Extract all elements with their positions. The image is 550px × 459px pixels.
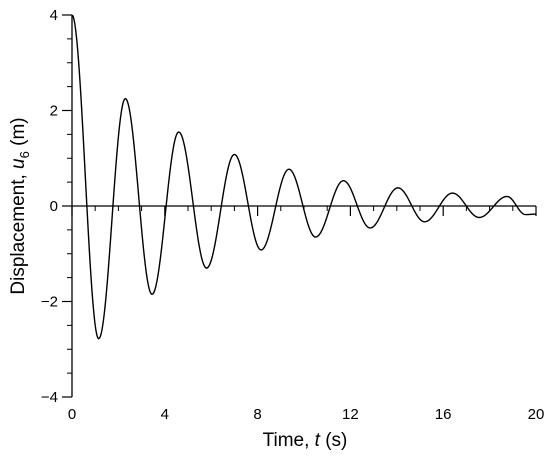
y-tick-label: −2 <box>41 294 58 311</box>
y-tick-label: 2 <box>50 103 58 120</box>
y-tick-label: 0 <box>50 198 58 215</box>
x-tick-labels: 0 4 8 12 16 20 <box>68 406 545 423</box>
x-tick-label: 12 <box>342 406 359 423</box>
y-tick-labels: −4 −2 0 2 4 <box>41 7 58 406</box>
y-tick-label: −4 <box>41 389 58 406</box>
x-tick-label: 4 <box>161 406 169 423</box>
x-tick-label: 0 <box>68 406 76 423</box>
series-line-displacement <box>71 14 536 340</box>
y-axis-title: Displacement, u6 (m) <box>8 117 32 294</box>
y-tick-label: 4 <box>50 7 58 24</box>
x-tick-label: 20 <box>528 406 545 423</box>
x-axis-title: Time, t (s) <box>263 430 348 451</box>
x-tick-label: 8 <box>253 406 261 423</box>
x-tick-label: 16 <box>435 406 452 423</box>
